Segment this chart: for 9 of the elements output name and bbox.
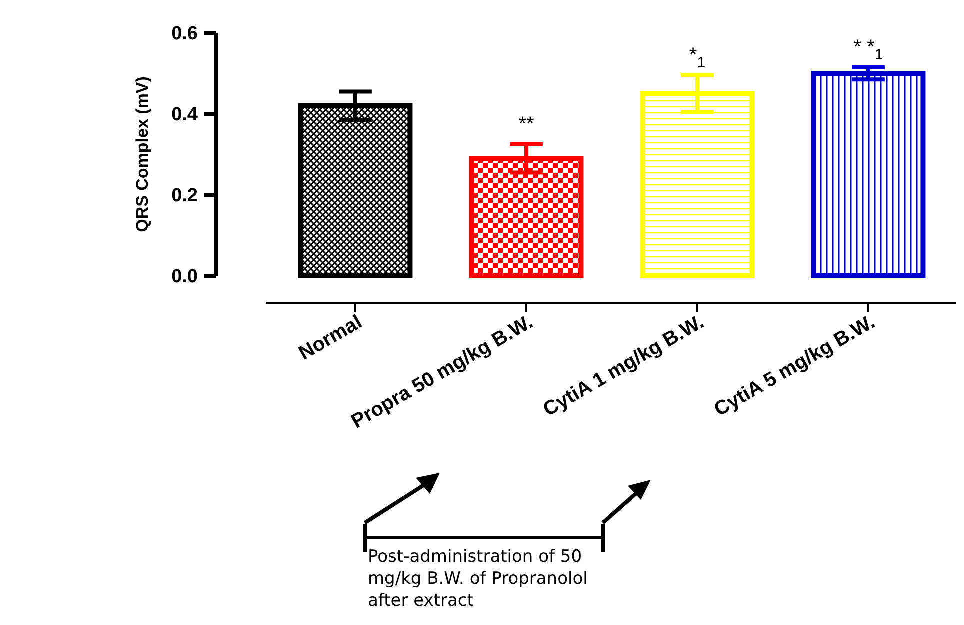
annotation: * *$_{1}$	[854, 36, 884, 64]
annotation: *$_{1}$	[689, 44, 706, 72]
text: Post-administration of 50 mg/kg B.W. of Propranolol after extract	[368, 546, 589, 612]
y-tick-label: 0.4	[172, 104, 198, 126]
annotation: **	[518, 113, 534, 136]
y-tick-label: 0.2	[172, 186, 198, 207]
y-tick-label: 0.6	[172, 24, 198, 45]
y-tick-label: 0.0	[172, 266, 198, 288]
y-axis-title: QRS Complex (mV)	[133, 76, 152, 232]
